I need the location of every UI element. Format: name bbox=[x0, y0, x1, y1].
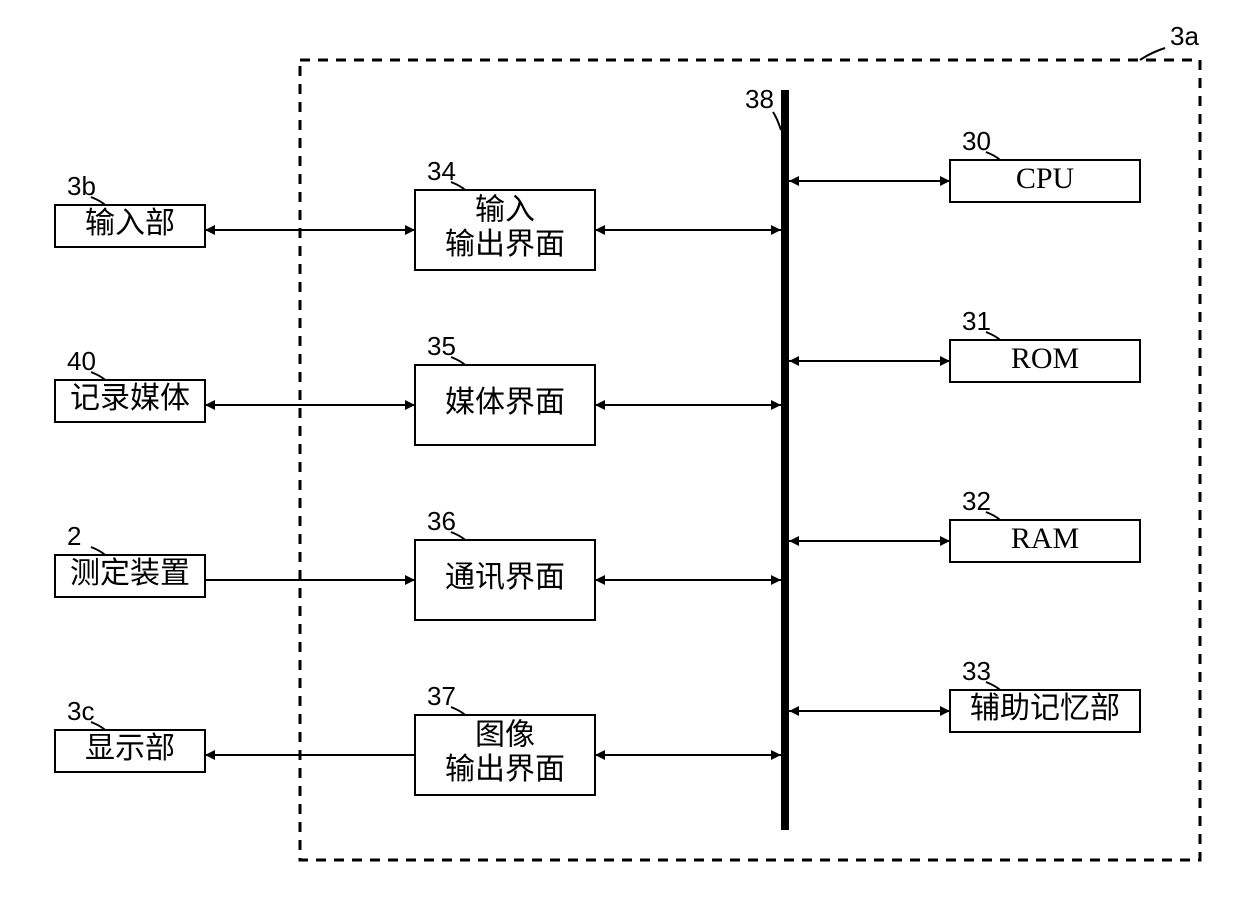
io-interface-label: 输出界面 bbox=[445, 228, 565, 261]
leader-38 bbox=[773, 112, 781, 130]
aux-memory-label: 辅助记忆部 bbox=[970, 692, 1120, 725]
ref-36: 36 bbox=[427, 506, 456, 536]
ref-3a: 3a bbox=[1170, 21, 1199, 51]
ref-37: 37 bbox=[427, 681, 456, 711]
ref-32: 32 bbox=[962, 486, 991, 516]
comm-interface-label: 通讯界面 bbox=[445, 561, 565, 594]
media-interface-label: 媒体界面 bbox=[445, 386, 565, 419]
io-interface-label: 输入 bbox=[475, 194, 535, 227]
ref-33: 33 bbox=[962, 656, 991, 686]
image-interface-label: 图像 bbox=[475, 719, 535, 752]
ref-40: 40 bbox=[67, 346, 96, 376]
image-interface-label: 输出界面 bbox=[445, 753, 565, 786]
input-unit-label: 输入部 bbox=[85, 207, 175, 240]
ref-2: 2 bbox=[67, 521, 81, 551]
rom-label: ROM bbox=[1011, 342, 1079, 375]
measure-device-label: 测定装置 bbox=[70, 557, 190, 590]
ram-label: RAM bbox=[1011, 522, 1079, 555]
leader-3a bbox=[1140, 48, 1165, 60]
ref-3c: 3c bbox=[67, 696, 94, 726]
ref-34: 34 bbox=[427, 156, 456, 186]
display-unit-label: 显示部 bbox=[85, 732, 175, 765]
record-media-label: 记录媒体 bbox=[70, 382, 190, 415]
ref-30: 30 bbox=[962, 126, 991, 156]
ref-35: 35 bbox=[427, 331, 456, 361]
leader-2 bbox=[91, 547, 105, 555]
ref-3b: 3b bbox=[67, 171, 96, 201]
cpu-label: CPU bbox=[1016, 162, 1075, 195]
ref-38: 38 bbox=[745, 84, 774, 114]
ref-31: 31 bbox=[962, 306, 991, 336]
